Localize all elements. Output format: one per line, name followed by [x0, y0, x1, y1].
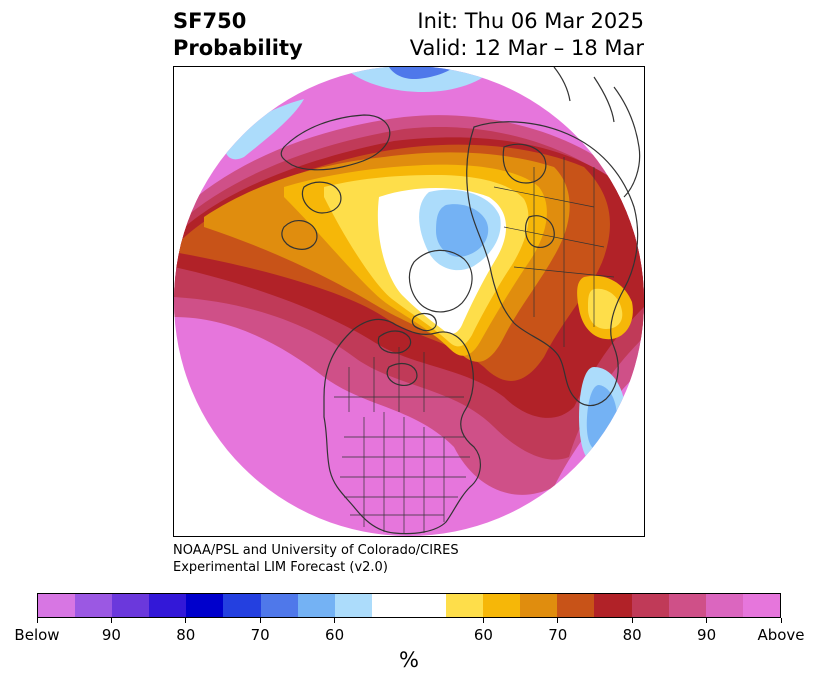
colorbar-segment — [594, 594, 632, 617]
field-below-top-60 — [389, 67, 454, 79]
colorbar-tick — [631, 618, 633, 623]
field-below-60 — [436, 204, 489, 257]
colorbar-tick — [780, 618, 782, 623]
colorbar-segment — [520, 594, 558, 617]
colorbar-tick — [185, 618, 187, 623]
colorbar-segment — [631, 594, 669, 617]
forecast-map — [173, 66, 645, 537]
colorbar-tick — [334, 618, 336, 623]
colorbar-tick-label: 70 — [250, 626, 270, 644]
credit-text: NOAA/PSL and University of Colorado/CIRE… — [173, 542, 459, 576]
colorbar-tick-label: 80 — [176, 626, 196, 644]
colorbar-segment — [371, 594, 409, 617]
colorbar — [37, 593, 781, 618]
colorbar-segment — [557, 594, 595, 617]
eurasia-outline — [466, 121, 639, 407]
colorbar-segment — [408, 594, 447, 617]
map-canvas — [174, 67, 644, 536]
init-date: Init: Thu 06 Mar 2025 — [417, 9, 644, 33]
credit-line-2: Experimental LIM Forecast (v2.0) — [173, 560, 388, 575]
colorbar-tick — [482, 618, 484, 623]
field-below-top — [344, 67, 494, 92]
valid-range: Valid: 12 Mar – 18 Mar — [409, 36, 644, 60]
colorbar-tick — [706, 618, 708, 623]
colorbar-segment — [223, 594, 261, 617]
north-america-outline — [323, 318, 481, 535]
colorbar-segment — [446, 594, 484, 617]
colorbar-tick-label: 60 — [473, 626, 493, 644]
colorbar-segment — [149, 594, 187, 617]
colorbar-tick-label: Above — [757, 626, 805, 644]
colorbar-unit: % — [399, 648, 419, 672]
colorbar-segment — [112, 594, 150, 617]
greenland-outline — [409, 249, 473, 313]
colorbar-tick — [259, 618, 261, 623]
credit-line-1: NOAA/PSL and University of Colorado/CIRE… — [173, 543, 459, 558]
coastlines — [280, 67, 641, 535]
colorbar-tick — [36, 618, 38, 623]
map-title-right: Init: Thu 06 Mar 2025 Valid: 12 Mar – 18… — [410, 8, 644, 62]
asia-coast — [613, 86, 641, 198]
colorbar-segment — [38, 594, 76, 617]
colorbar-segment — [705, 594, 743, 617]
colorbar-segment — [260, 594, 298, 617]
colorbar-segment — [483, 594, 521, 617]
eurasia-borders — [493, 157, 615, 347]
colorbar-segment — [75, 594, 113, 617]
colorbar-tick-label: 60 — [325, 626, 345, 644]
colorbar-segment — [668, 594, 706, 617]
colorbar-tick — [557, 618, 559, 623]
colorbar-segment — [742, 594, 780, 617]
us-state-borders — [340, 412, 470, 533]
colorbar-segment — [297, 594, 335, 617]
canada-provinces — [334, 347, 464, 412]
colorbar-tick — [110, 618, 112, 623]
alaska-outline — [280, 114, 391, 171]
map-title-left: SF750 Probability — [173, 8, 303, 62]
colorbar-tick-label: 90 — [697, 626, 717, 644]
colorbar-tick-label: 70 — [548, 626, 568, 644]
field-below-west — [224, 99, 304, 160]
field-east-patch-inner — [588, 288, 623, 329]
colorbar-tick-label: 80 — [622, 626, 642, 644]
colorbar-tick-label: 90 — [101, 626, 121, 644]
product-kind: Probability — [173, 36, 303, 60]
colorbar-segment — [334, 594, 372, 617]
colorbar-tick-label: Below — [14, 626, 60, 644]
colorbar-segment — [186, 594, 224, 617]
variable-name: SF750 — [173, 9, 247, 33]
